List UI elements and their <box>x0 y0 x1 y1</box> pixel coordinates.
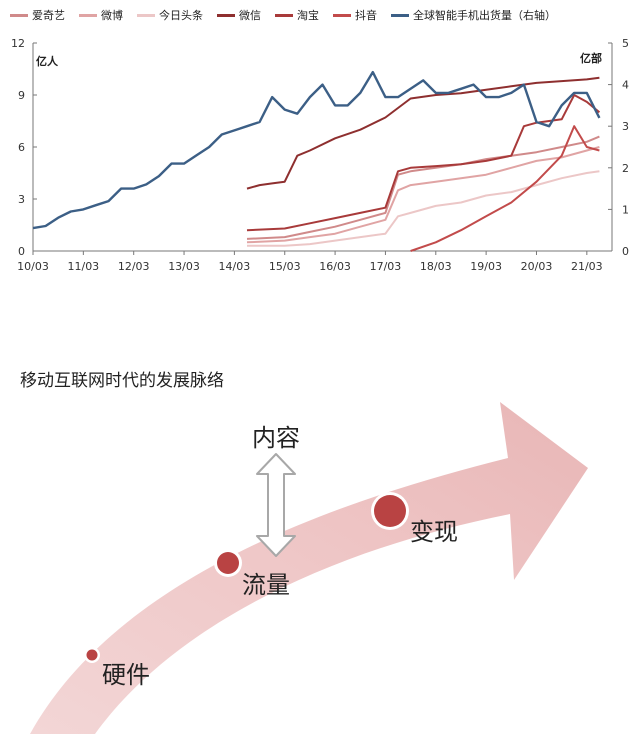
x-tick-label: 13/03 <box>168 260 200 273</box>
hardware-dot-inner <box>86 649 98 661</box>
x-tick-label: 20/03 <box>521 260 553 273</box>
x-tick-label: 15/03 <box>269 260 301 273</box>
y-tick-label: 0 <box>18 245 25 258</box>
x-tick-label: 19/03 <box>470 260 502 273</box>
x-tick-label: 10/03 <box>17 260 49 273</box>
traffic-dot-inner <box>217 552 239 574</box>
legend-item-taobao: 淘宝 <box>275 7 319 23</box>
double-arrow-icon <box>256 453 296 557</box>
x-tick-label: 21/03 <box>571 260 603 273</box>
legend-swatch <box>79 13 97 17</box>
y-tick-label: 6 <box>18 141 25 154</box>
legend-item-wechat: 微信 <box>217 7 261 23</box>
series-line <box>246 135 600 240</box>
legend-label: 爱奇艺 <box>32 9 65 22</box>
y2-tick-label: 0 <box>622 245 629 258</box>
y-tick-label: 9 <box>18 89 25 102</box>
legend-item-toutiao: 今日头条 <box>137 7 203 23</box>
x-tick-label: 18/03 <box>420 260 452 273</box>
section-title: 移动互联网时代的发展脉络 <box>20 371 224 391</box>
legend-swatch <box>217 13 235 17</box>
series-line <box>246 94 601 232</box>
y-tick-label: 12 <box>11 37 25 50</box>
right-axis-unit: 亿部 <box>580 52 602 65</box>
legend-swatch <box>391 13 409 17</box>
legend-item-iqiyi: 爱奇艺 <box>10 7 65 23</box>
legend-label: 抖音 <box>355 9 377 22</box>
y2-tick-label: 3 <box>622 120 629 133</box>
x-tick-label: 16/03 <box>319 260 351 273</box>
legend-item-douyin: 抖音 <box>333 7 377 23</box>
chart-legend: 爱奇艺 微博 今日头条 微信 淘宝 抖音 全球智能手机出货量（右轴） <box>10 6 635 24</box>
x-tick-label: 17/03 <box>370 260 402 273</box>
legend-item-weibo: 微博 <box>79 7 123 23</box>
series-line <box>246 76 600 190</box>
legend-swatch <box>333 13 351 17</box>
monetization-label: 变现 <box>410 518 458 546</box>
y2-tick-label: 1 <box>622 203 629 216</box>
series-line <box>246 146 600 244</box>
y2-tick-label: 2 <box>622 162 629 175</box>
y-tick-label: 3 <box>18 193 25 206</box>
legend-label: 淘宝 <box>297 9 319 22</box>
legend-label: 今日头条 <box>159 9 203 22</box>
monetization-dot-inner <box>374 495 406 527</box>
x-tick-label: 14/03 <box>219 260 251 273</box>
legend-swatch <box>10 13 28 17</box>
x-tick-label: 11/03 <box>67 260 99 273</box>
legend-swatch <box>137 13 155 17</box>
legend-item-smartphone: 全球智能手机出货量（右轴） <box>391 7 556 23</box>
legend-label: 微博 <box>101 9 123 22</box>
series-line <box>247 170 600 247</box>
content-label: 内容 <box>252 424 300 452</box>
series-line <box>32 70 601 230</box>
x-tick-label: 12/03 <box>118 260 150 273</box>
series-line <box>410 125 600 252</box>
traffic-label: 流量 <box>242 571 290 599</box>
legend-swatch <box>275 13 293 17</box>
development-diagram <box>30 402 588 734</box>
legend-label: 微信 <box>239 9 261 22</box>
growth-arrow <box>30 402 588 734</box>
legend-label: 全球智能手机出货量（右轴） <box>413 9 556 22</box>
y2-tick-label: 5 <box>622 37 629 50</box>
hardware-label: 硬件 <box>102 661 150 689</box>
y2-tick-label: 4 <box>622 79 629 92</box>
left-axis-unit: 亿人 <box>36 55 58 68</box>
